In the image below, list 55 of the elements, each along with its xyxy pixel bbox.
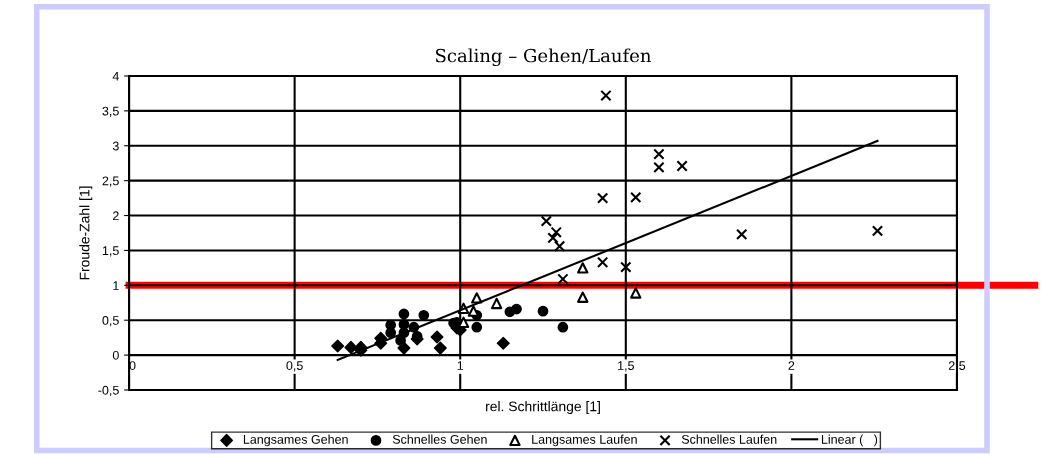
point	[676, 160, 688, 172]
point	[653, 148, 665, 160]
point	[395, 335, 406, 346]
point	[511, 303, 522, 315]
point	[553, 240, 566, 252]
point	[490, 297, 503, 310]
point	[596, 192, 609, 204]
x-tick-label: 1	[457, 361, 464, 370]
y-tick-label: -0,5	[98, 385, 119, 397]
point	[871, 225, 884, 237]
chart-title: Scaling – Gehen/Laufen	[436, 48, 651, 67]
point	[630, 287, 642, 299]
point	[630, 191, 642, 204]
y-tick-label: 3,5	[102, 106, 119, 117]
y-tick-label: 1	[113, 281, 119, 290]
point	[577, 291, 589, 303]
y-tick-label: 2	[113, 211, 119, 221]
point	[736, 228, 748, 241]
legend-label: Langsames Laufen	[532, 434, 637, 447]
point	[398, 308, 410, 320]
y-tick-label: 3	[112, 141, 119, 151]
y-tick-label: 0,5	[102, 316, 119, 327]
x-tick-label: 0,5	[286, 361, 303, 372]
legend-label: Schnelles Laufen	[681, 434, 777, 444]
point	[577, 262, 589, 274]
legend-label: Linear ( )	[821, 434, 878, 447]
legend-label: Schnelles Gehen	[392, 434, 487, 444]
point	[653, 161, 665, 174]
point	[471, 321, 483, 333]
x-axis-title: rel. Schrittlänge [1]	[486, 401, 600, 415]
point	[600, 89, 612, 102]
point	[557, 273, 569, 285]
point	[550, 226, 562, 238]
x-tick-label: 0	[129, 361, 136, 370]
x-tick-label: 1,5	[618, 361, 634, 372]
point	[331, 339, 345, 353]
point	[547, 232, 559, 244]
point	[620, 261, 632, 273]
y-axis-title: Froude-Zahl [1]	[79, 186, 93, 280]
point	[418, 309, 430, 321]
point	[433, 341, 447, 355]
legend-label: Langsames Gehen	[243, 434, 348, 447]
point	[385, 327, 397, 339]
y-tick-label: 2,5	[102, 176, 119, 187]
y-tick-label: 0	[112, 350, 119, 360]
point	[557, 321, 569, 333]
point	[430, 330, 444, 344]
point	[537, 305, 549, 317]
x-tick-label: 2	[788, 361, 795, 370]
point	[496, 336, 510, 350]
y-tick-label: 4	[112, 71, 119, 81]
point	[596, 256, 609, 268]
point	[540, 215, 553, 227]
y-tick-label: 1,5	[102, 246, 119, 257]
point	[344, 340, 358, 354]
